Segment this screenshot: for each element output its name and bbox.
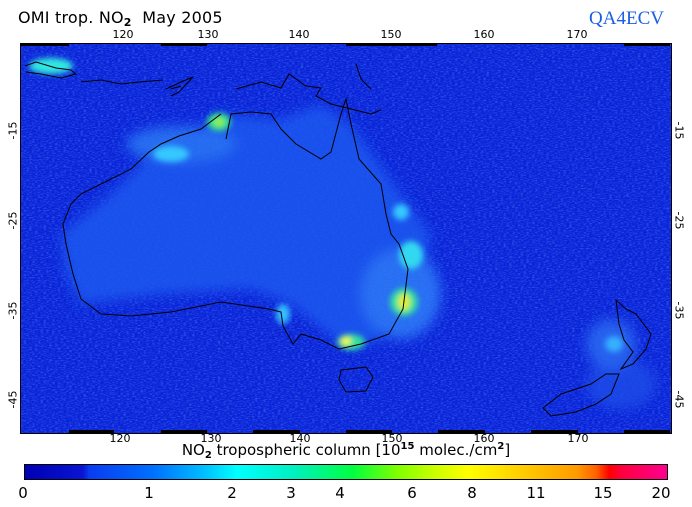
lat-label-left: -25: [6, 211, 20, 230]
lon-label-top: 130: [197, 28, 219, 41]
lon-label-top: 140: [288, 28, 310, 41]
lon-label-top: 160: [473, 28, 495, 41]
lon-label-top: 170: [566, 28, 588, 41]
lon-label-top: 120: [112, 28, 134, 41]
lon-label-top: 150: [380, 28, 402, 41]
lon-label-bottom: 120: [109, 432, 131, 445]
lat-label-left: -45: [6, 390, 20, 409]
frame-tick-bar: [624, 43, 670, 46]
brand-label: QA4ECV: [589, 8, 664, 29]
frame-tick-bar: [21, 43, 69, 46]
frame-tick-bar: [531, 430, 578, 433]
lon-label-bottom: 130: [200, 432, 222, 445]
colorbar-tick: 8: [467, 484, 477, 502]
lat-label-right: -15: [672, 121, 686, 140]
map-title: OMI trop. NO2 May 2005: [18, 8, 223, 29]
frame-tick-bar: [161, 430, 207, 433]
frame-tick-bar: [346, 43, 437, 46]
frame-tick-bar: [161, 43, 207, 46]
map-canvas: [21, 44, 671, 433]
colorbar-tick: 3: [286, 484, 296, 502]
colorbar-tick: 0: [18, 484, 28, 502]
frame-tick-bar: [69, 430, 114, 433]
colorbar-tick: 4: [335, 484, 345, 502]
colorbar-tick: 15: [593, 484, 613, 502]
colorbar-tick: 2: [227, 484, 237, 502]
frame-tick-bar: [624, 430, 670, 433]
frame-tick-bar: [346, 430, 392, 433]
colorbar-tick: 1: [144, 484, 154, 502]
colorbar-tick: 6: [407, 484, 417, 502]
frame-tick-bar: [438, 430, 485, 433]
colorbar-title: NO2 tropospheric column [1015 molec./cm2…: [181, 441, 511, 461]
lat-label-right: -35: [672, 301, 686, 320]
lat-label-left: -35: [6, 301, 20, 320]
lat-label-right: -25: [672, 211, 686, 230]
colorbar-tick: 11: [526, 484, 546, 502]
lon-label-bottom: 150: [381, 432, 403, 445]
lon-label-bottom: 170: [567, 432, 589, 445]
colorbar-tick: 20: [651, 484, 671, 502]
colorbar: [24, 464, 668, 480]
lat-label-left: -15: [6, 121, 20, 140]
frame-tick-bar: [253, 430, 300, 433]
lon-label-bottom: 140: [289, 432, 311, 445]
lat-label-right: -45: [672, 390, 686, 409]
no2-map: [20, 43, 672, 434]
lon-label-bottom: 160: [473, 432, 495, 445]
